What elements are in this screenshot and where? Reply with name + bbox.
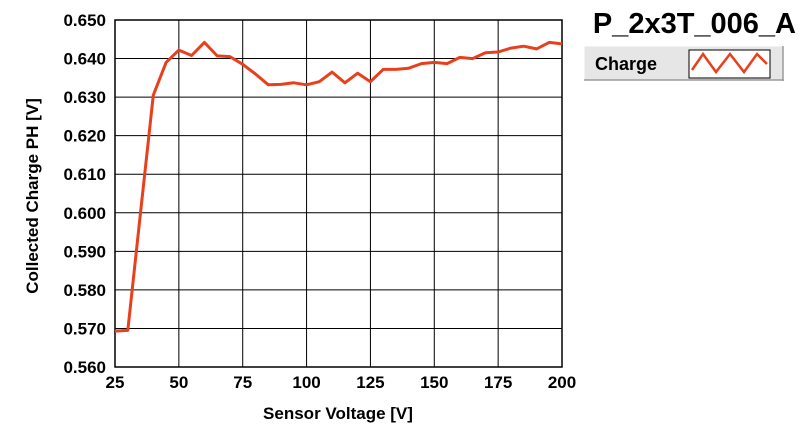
y-tick-label: 0.640 (63, 50, 106, 69)
x-tick-label: 75 (233, 373, 252, 392)
y-tick-label: 0.590 (63, 242, 106, 261)
series-layer (114, 40, 563, 333)
x-tick-label: 25 (106, 373, 125, 392)
chart-title: P_2x3T_006_A (593, 8, 796, 40)
y-tick-label: 0.630 (63, 88, 106, 107)
x-tick-label: 50 (169, 373, 188, 392)
y-axis-label: Collected Charge PH [V] (23, 98, 42, 294)
x-tick-label: 125 (356, 373, 384, 392)
x-tick-labels: 25 50 75 100 125 150 175 200 (106, 373, 577, 392)
y-tick-label: 0.650 (63, 11, 106, 30)
x-tick-label: 175 (484, 373, 512, 392)
x-tick-label: 200 (548, 373, 576, 392)
y-tick-labels: 0.560 0.570 0.580 0.590 0.600 0.610 0.620 0.630… (63, 11, 106, 377)
series-line-charge (114, 40, 563, 333)
y-tick-label: 0.580 (63, 281, 106, 300)
grid-layer (114, 19, 563, 368)
x-tick-label: 150 (420, 373, 448, 392)
y-tick-label: 0.610 (63, 165, 106, 184)
legend-line (690, 51, 768, 75)
y-tick-label: 0.570 (63, 319, 106, 338)
x-tick-label: 100 (292, 373, 320, 392)
y-tick-label: 0.560 (63, 358, 106, 377)
x-axis-label: Sensor Voltage [V] (263, 404, 413, 423)
y-tick-label: 0.600 (63, 204, 106, 223)
y-tick-label: 0.620 (63, 127, 106, 146)
plot-frame (114, 19, 563, 368)
legend: Charge (583, 45, 785, 82)
legend-label: Charge (595, 54, 657, 74)
